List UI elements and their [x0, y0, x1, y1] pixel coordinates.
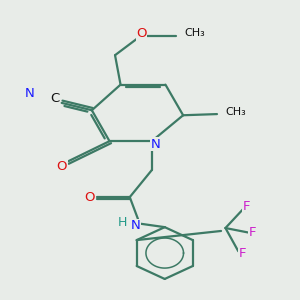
Text: O: O	[56, 160, 67, 173]
Text: CH₃: CH₃	[184, 28, 205, 38]
Text: N: N	[24, 87, 34, 100]
Text: N: N	[130, 220, 140, 232]
Text: C: C	[50, 92, 60, 105]
Text: F: F	[238, 247, 246, 260]
Text: H: H	[118, 216, 128, 229]
Text: F: F	[243, 200, 250, 213]
Text: F: F	[249, 226, 256, 239]
Text: CH₃: CH₃	[226, 107, 247, 117]
Text: O: O	[136, 27, 147, 40]
Text: O: O	[84, 190, 94, 204]
Text: N: N	[151, 138, 160, 151]
